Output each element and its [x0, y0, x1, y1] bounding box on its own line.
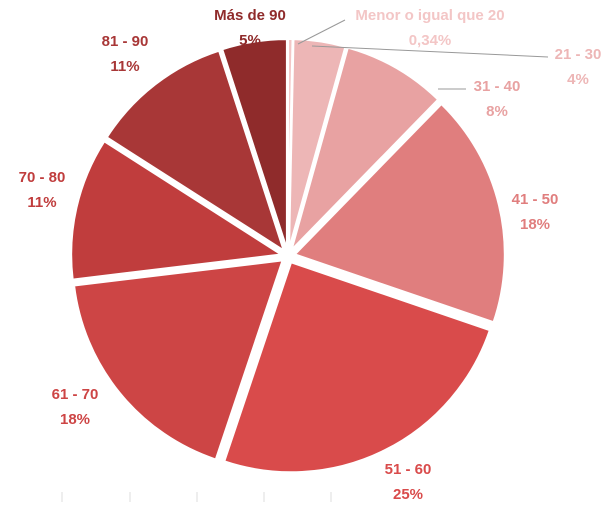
value-label: 11%	[110, 58, 139, 75]
category-label: 81 - 90	[102, 33, 149, 50]
category-label: Más de 90	[214, 7, 286, 24]
category-label: 41 - 50	[512, 191, 559, 208]
value-label: 8%	[486, 103, 508, 120]
category-label: Menor o igual que 20	[355, 7, 504, 24]
pie-slice	[220, 38, 288, 250]
pie-slice	[288, 38, 347, 250]
value-label: 4%	[567, 71, 589, 88]
value-label: 18%	[520, 216, 550, 233]
leader-line	[297, 19, 346, 45]
value-label: 25%	[393, 486, 423, 503]
pie-slice	[105, 49, 286, 253]
category-label: 21 - 30	[555, 46, 602, 63]
axis-remnants	[61, 492, 332, 502]
value-label: 18%	[60, 411, 90, 428]
category-label: 61 - 70	[52, 386, 99, 403]
value-label: 11%	[27, 194, 56, 211]
pie-slice	[223, 261, 492, 474]
value-label: 5%	[239, 32, 261, 49]
category-label: 51 - 60	[385, 461, 432, 478]
pie-slice	[292, 102, 506, 324]
pie-slice	[72, 259, 285, 461]
value-label: 0,34%	[409, 32, 452, 49]
category-label: 31 - 40	[474, 78, 521, 95]
pie-slice	[70, 139, 285, 281]
category-label: 70 - 80	[19, 169, 66, 186]
leader-line	[311, 45, 549, 58]
